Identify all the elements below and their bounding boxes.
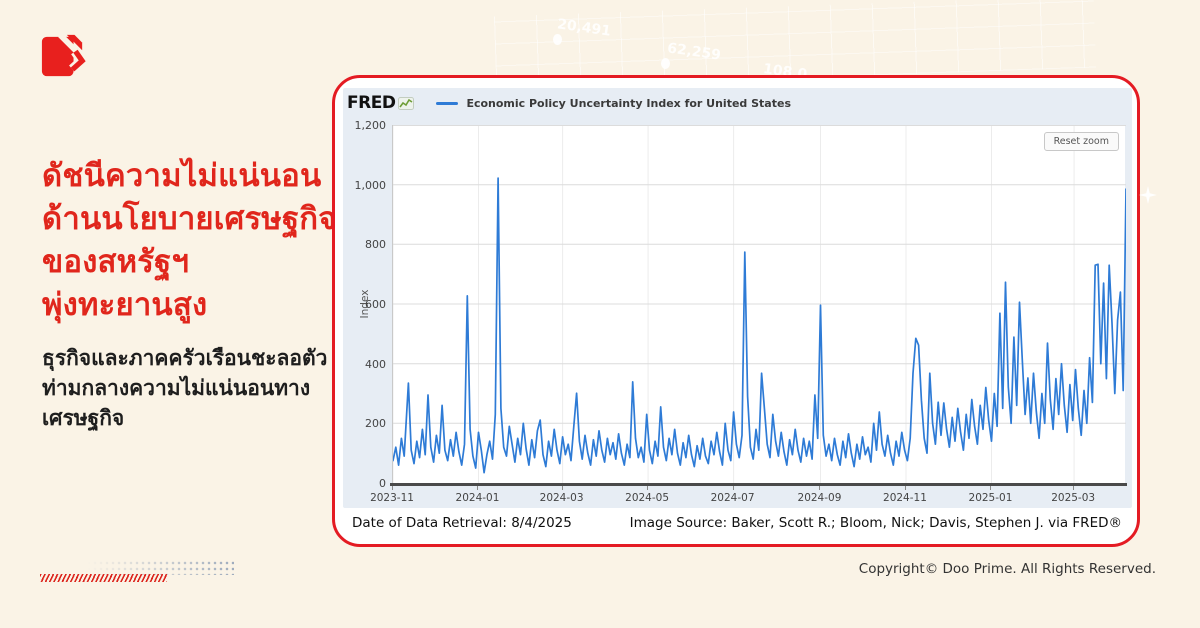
y-axis-tick-label: 1,000 [354,178,387,192]
x-axis-tick-mark [990,486,992,490]
x-axis-tick-label: 2025-03 [1051,492,1096,504]
x-axis-tick-label: 2023-11 [370,492,414,504]
y-axis-tick-label: 400 [365,357,386,371]
fred-logo: FRED [347,93,396,113]
page-subtitle: ธุรกิจและภาคครัวเรือนชะลอตัว ท่ามกลางควา… [42,344,327,433]
fred-sparkline-icon [398,96,415,110]
watermark-number: 20,491 [556,16,612,40]
x-axis-tick-mark [1073,486,1075,490]
y-axis-tick-label: 0 [379,477,386,490]
page-title-line: พุ่งทะยานสูง [42,287,208,324]
watermark-number: 62,259 [666,40,722,64]
legend-line-swatch [436,101,459,105]
x-axis-tick-label: 2024-05 [625,492,670,504]
x-axis-tick-mark [392,486,393,490]
chart-card: FRED Economic Policy Uncertainty Index f… [332,75,1140,547]
page-title-line: ดัชนีความไม่แน่นอน [42,158,322,194]
dotted-pattern-decoration [74,560,234,575]
background-watermark: 20,491 62,259 108,0 [493,0,1097,89]
page-subtitle-line: ท่ามกลางความไม่แน่นอนทาง [42,375,311,400]
x-axis-tick-mark [561,486,563,490]
y-axis-tick-label: 800 [365,238,386,252]
x-axis-tick-mark [904,486,906,490]
y-axis-tick-label: 1,200 [354,119,387,132]
striped-bar-decoration [40,574,167,582]
page-subtitle-line: ธุรกิจและภาคครัวเรือนชะลอตัว [42,346,328,370]
uncertainty-index-line-chart[interactable] [393,125,1126,483]
x-axis-line [390,483,1127,486]
watermark-dot [661,58,670,69]
reset-zoom-button[interactable]: Reset zoom [1043,132,1119,151]
x-axis-tick-mark [819,486,821,490]
image-source-label: Image Source: Baker, Scott R.; Bloom, Ni… [629,515,1122,531]
x-axis-tick-mark [647,486,649,490]
fred-chart-widget: FRED Economic Policy Uncertainty Index f… [343,88,1132,508]
page-title-line: ของสหรัฐฯ [42,244,190,281]
page-title-line: ด้านนโยบายเศรษฐกิจ [42,201,337,238]
chart-header: FRED Economic Policy Uncertainty Index f… [347,92,791,114]
y-axis-tick-label: 200 [365,417,386,431]
retrieval-date-label: Date of Data Retrieval: 8/4/2025 [352,515,572,531]
x-axis-tick-label: 2024-09 [797,492,842,504]
watermark-dot [553,34,562,45]
x-axis-tick-label: 2025-01 [968,492,1013,504]
page-title: ดัชนีความไม่แน่นอน ด้านนโยบายเศรษฐกิจ ขอ… [42,155,337,327]
legend: Economic Policy Uncertainty Index for Un… [436,97,791,110]
legend-label: Economic Policy Uncertainty Index for Un… [466,96,791,110]
x-axis-tick-mark [477,486,479,490]
x-axis-tick-label: 2024-07 [710,492,755,504]
x-axis-tick-label: 2024-11 [883,492,927,504]
card-footer: Date of Data Retrieval: 8/4/2025 Image S… [352,515,1122,531]
y-axis-tick-label: 600 [365,298,386,311]
dotted-pattern-fade [74,560,234,575]
doo-prime-logo [41,33,86,77]
copyright-text: Copyright© Doo Prime. All Rights Reserve… [858,561,1156,577]
x-axis-tick-label: 2024-03 [539,492,584,504]
x-axis-tick-mark [732,486,734,490]
x-axis-tick-label: 2024-01 [455,492,500,504]
page-subtitle-line: เศรษฐกิจ [42,405,125,430]
sparkle-icon [1139,186,1157,204]
plot-area[interactable] [392,125,1126,483]
